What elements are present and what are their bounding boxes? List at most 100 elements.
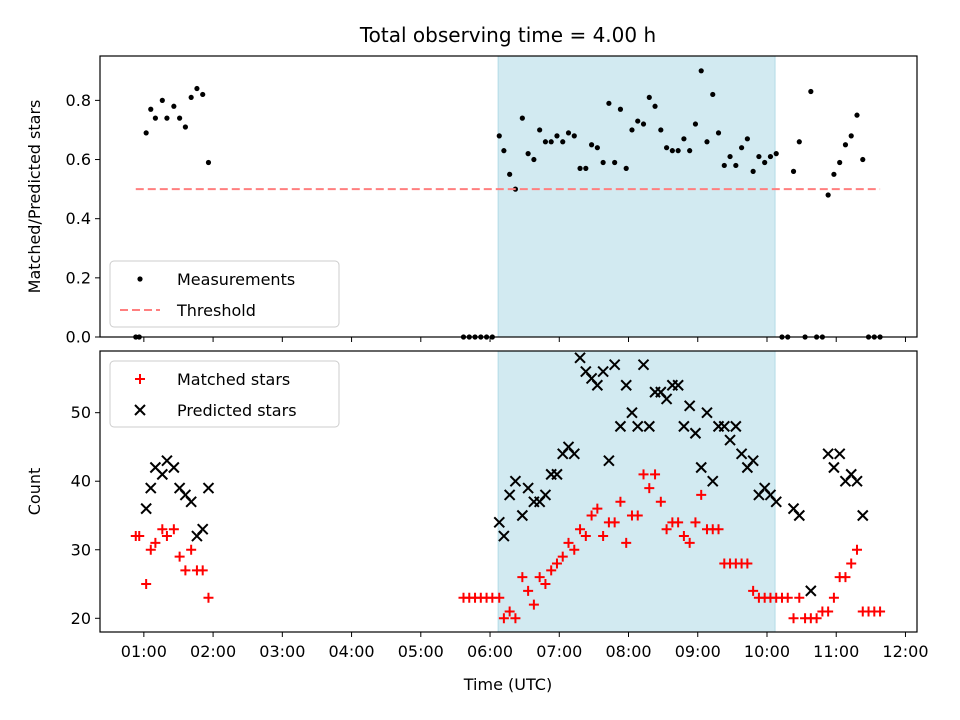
matched-stars-point: [586, 510, 597, 521]
y-axis-label: Matched/Predicted stars: [25, 100, 44, 294]
y-tick-label: 20: [71, 609, 91, 628]
measurements-point: [159, 97, 165, 103]
matched-stars-point: [690, 517, 701, 528]
measurements-point: [721, 162, 727, 169]
measurements-point: [796, 139, 802, 145]
measurements-point: [715, 130, 722, 136]
x-tick-label: 09:00: [675, 642, 721, 661]
predicted-stars-point: [614, 420, 627, 433]
x-tick-label: 11:00: [813, 642, 859, 661]
measurements-point: [588, 142, 595, 148]
matched-stars-point: [551, 558, 562, 569]
predicted-stars-point: [730, 420, 742, 433]
matched-stars-point: [569, 544, 580, 555]
matched-stars-point: [498, 613, 509, 624]
measurements-point: [842, 142, 849, 148]
predicted-stars-point: [503, 489, 516, 501]
predicted-stars-point: [672, 379, 684, 391]
predicted-stars-point: [168, 461, 180, 474]
matched-stars-point: [517, 572, 528, 583]
measurements-point: [182, 124, 188, 130]
measurements-point: [704, 139, 710, 145]
measurements-point: [560, 139, 566, 145]
predicted-stars-point: [568, 448, 580, 460]
predicted-stars-point: [718, 420, 730, 433]
matched-stars-point: [742, 558, 753, 569]
observing-window-shade: [497, 55, 776, 338]
measurements-point: [744, 136, 750, 142]
matched-stars-point: [546, 565, 557, 576]
y-tick-label: 0.2: [66, 268, 91, 287]
measurements-point: [194, 85, 200, 92]
matched-stars-point: [828, 592, 839, 603]
matched-stars-point: [563, 537, 574, 548]
legend: Matched stars Predicted stars: [109, 360, 340, 428]
legend: Measurements Threshold: [109, 260, 340, 328]
measurements-point: [577, 165, 583, 171]
predicted-stars-point: [156, 468, 169, 481]
matched-stars-point: [528, 599, 539, 610]
measurements-point: [848, 133, 854, 139]
measurements-point: [554, 133, 560, 139]
matched-stars-point: [655, 496, 666, 507]
measurements-point: [681, 136, 687, 142]
measurements-point: [669, 148, 675, 154]
measurements-point: [617, 106, 624, 112]
measurements-point: [548, 139, 554, 145]
matched-stars-point: [823, 606, 834, 617]
predicted-stars-point: [857, 509, 869, 522]
matched-stars-point: [696, 489, 707, 500]
measurements-point: [738, 145, 745, 151]
predicted-stars-point: [597, 365, 609, 378]
y-tick-label: 0.6: [66, 150, 91, 169]
matched-stars-point: [534, 572, 545, 583]
measurements-point: [600, 159, 606, 166]
predicted-stars-point: [591, 379, 604, 391]
legend-label-measurements: Measurements: [177, 270, 295, 289]
predicted-stars-point: [724, 434, 736, 446]
matched-stars-point: [598, 531, 609, 542]
matched-stars-point: [580, 531, 591, 542]
predicted-stars-point: [637, 358, 650, 371]
measurements-point: [565, 130, 572, 136]
legend-label-predicted-stars: Predicted stars: [177, 401, 297, 420]
measurements-point: [623, 165, 629, 171]
predicted-stars-point: [683, 400, 696, 412]
x-tick-label: 07:00: [536, 642, 582, 661]
axes-frame: [99, 55, 918, 338]
matched-stars-point: [678, 531, 689, 542]
measurements-point: [164, 115, 170, 121]
x-tick-label: 05:00: [398, 642, 444, 661]
predicted-stars-point: [574, 352, 586, 364]
measurements-point: [727, 153, 733, 160]
predicted-stars-point: [493, 516, 505, 529]
measurements-point: [773, 151, 779, 157]
y-tick-label: 0.8: [66, 91, 91, 110]
legend-box: [109, 260, 340, 328]
measurements-point: [629, 127, 635, 133]
matched-stars-point: [788, 613, 799, 624]
matched-stars-point: [851, 544, 862, 555]
matched-stars-point: [638, 469, 649, 480]
matched-stars-point: [840, 572, 851, 583]
x-tick-label: 06:00: [467, 642, 513, 661]
measurements-point: [663, 145, 670, 151]
predicted-stars-point: [735, 448, 748, 460]
predicted-stars-point: [145, 482, 157, 494]
predicted-stars-point: [626, 406, 638, 419]
measurements-point: [148, 106, 154, 112]
predicted-stars-point: [185, 496, 197, 508]
predicted-stars-point: [822, 448, 834, 460]
measurements-point: [658, 127, 664, 133]
measurements-point: [790, 168, 797, 174]
legend-label-threshold: Threshold: [176, 301, 256, 320]
measurements-point: [825, 192, 831, 198]
measurements-point: [501, 148, 507, 154]
measurements-point: [583, 165, 589, 171]
predicted-stars-point: [770, 496, 782, 508]
y-tick-label: 50: [71, 403, 91, 422]
measurements-point: [606, 100, 612, 106]
chart-title: Total observing time = 4.00 h: [359, 23, 656, 47]
predicted-stars-point: [140, 502, 152, 515]
matched-stars-point: [150, 537, 161, 548]
